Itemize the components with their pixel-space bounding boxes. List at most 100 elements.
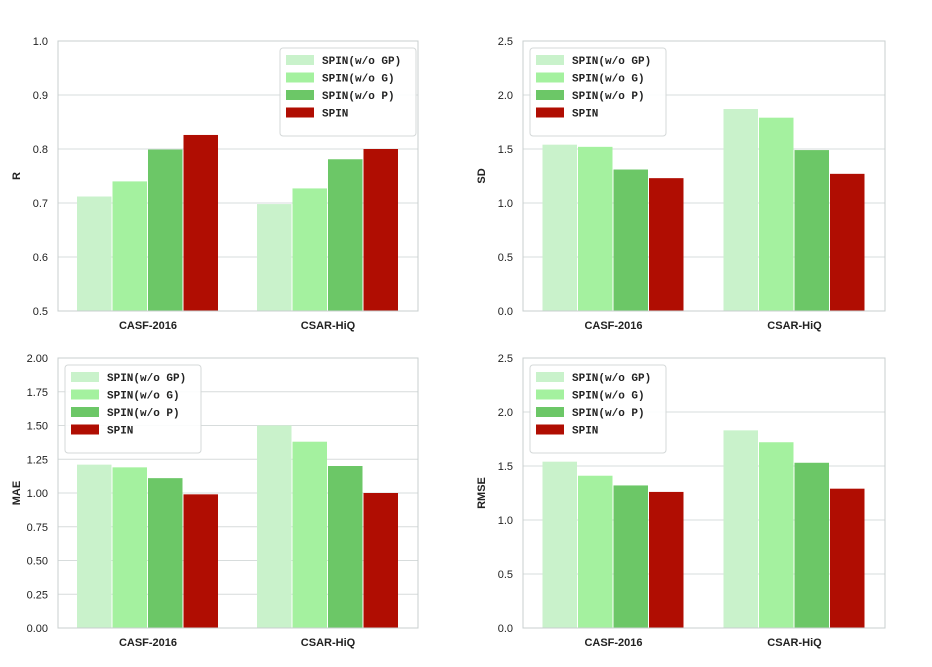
legend-swatch [286, 90, 314, 100]
legend-swatch [71, 407, 99, 417]
legend-label: SPIN(w/o GP) [572, 373, 651, 385]
x-category-label: CASF-2016 [584, 637, 642, 649]
y-tick-label: 1.25 [27, 454, 48, 466]
legend-swatch [286, 107, 314, 118]
y-tick-label: 1.00 [27, 488, 48, 500]
legend-label: SPIN [322, 109, 348, 121]
y-tick-label: 0.5 [498, 569, 513, 581]
bar-spin-w-o-gp--csar-hiq [257, 204, 292, 311]
y-tick-label: 0.7 [33, 198, 48, 210]
legend-swatch [536, 424, 564, 435]
bar-spin-w-o-p--csar-hiq [328, 159, 363, 311]
legend-swatch [286, 55, 314, 65]
bar-spin-w-o-g--casf-2016 [578, 475, 613, 628]
legend-label: SPIN(w/o P) [572, 91, 645, 103]
y-tick-label: 0.25 [27, 589, 48, 601]
bar-spin-w-o-g--csar-hiq [292, 188, 327, 311]
legend-label: SPIN [572, 109, 598, 121]
y-tick-label: 0.00 [27, 623, 48, 635]
legend-label: SPIN(w/o P) [572, 408, 645, 420]
legend-swatch [71, 389, 99, 400]
bar-spin-w-o-p--csar-hiq [328, 466, 363, 628]
legend-label: SPIN(w/o P) [107, 408, 180, 420]
bar-spin-w-o-p--csar-hiq [794, 150, 829, 311]
bar-spin-w-o-g--csar-hiq [292, 441, 327, 628]
chart-panel-sd: 0.0 0.5 1.0 1.5 2.0 2.5 CASF-2016 CSAR-HiQ SD SPI… [476, 36, 886, 332]
legend-swatch [536, 389, 564, 400]
bar-spin-w-o-gp--csar-hiq [723, 430, 758, 628]
bar-spin-casf-2016 [649, 178, 684, 311]
legend-swatch [536, 72, 564, 83]
y-axis-title: SD [476, 168, 488, 183]
bar-spin-casf-2016 [649, 491, 684, 628]
y-tick-label: 1.5 [498, 461, 513, 473]
bar-spin-casf-2016 [183, 134, 218, 311]
x-category-label: CASF-2016 [119, 637, 177, 649]
bar-spin-w-o-g--casf-2016 [112, 467, 147, 628]
legend-swatch [536, 107, 564, 118]
bar-spin-w-o-gp--csar-hiq [257, 425, 292, 628]
bar-spin-w-o-g--casf-2016 [578, 146, 613, 311]
x-category-label: CASF-2016 [584, 320, 642, 332]
y-axis-title: MAE [11, 481, 23, 505]
legend-swatch [71, 424, 99, 435]
bar-spin-w-o-g--casf-2016 [112, 181, 147, 311]
legend-label: SPIN(w/o GP) [322, 56, 401, 68]
bar-spin-csar-hiq [363, 493, 398, 628]
legend: SPIN(w/o GP) SPIN(w/o G) SPIN(w/o P) SPIN [279, 47, 417, 137]
y-tick-label: 0.50 [27, 556, 48, 568]
y-tick-label: 0.5 [33, 306, 48, 318]
legend-swatch [71, 372, 99, 382]
bar-spin-w-o-gp--casf-2016 [542, 144, 577, 311]
x-category-label: CSAR-HiQ [767, 320, 822, 332]
bar-spin-w-o-g--csar-hiq [759, 442, 794, 628]
x-category-label: CSAR-HiQ [301, 637, 356, 649]
chart-panel-r: 0.5 0.6 0.7 0.8 0.9 1.0 CASF-2016 CSAR-HiQ R SPIN… [11, 36, 419, 332]
y-axis-title: R [11, 172, 23, 180]
y-tick-label: 0.6 [33, 252, 48, 264]
bar-spin-w-o-p--csar-hiq [794, 462, 829, 628]
legend-swatch [536, 372, 564, 382]
legend-label: SPIN(w/o P) [322, 91, 395, 103]
y-tick-label: 0.75 [27, 522, 48, 534]
legend-label: SPIN(w/o GP) [572, 56, 651, 68]
y-axis-title: RMSE [476, 477, 488, 509]
legend-label: SPIN(w/o GP) [107, 373, 186, 385]
y-tick-label: 2.5 [498, 36, 513, 48]
y-tick-label: 1.0 [33, 36, 48, 48]
legend: SPIN(w/o GP) SPIN(w/o G) SPIN(w/o P) SPIN [64, 364, 202, 454]
plot-frame [57, 40, 419, 312]
legend-label: SPIN(w/o G) [572, 74, 645, 86]
bar-spin-csar-hiq [363, 149, 398, 311]
legend-swatch [286, 72, 314, 83]
x-category-label: CSAR-HiQ [767, 637, 822, 649]
bar-spin-w-o-p--casf-2016 [148, 478, 183, 628]
legend-swatch [536, 407, 564, 417]
bar-spin-csar-hiq [830, 173, 865, 311]
bar-spin-w-o-gp--csar-hiq [723, 109, 758, 311]
y-tick-label: 2.0 [498, 407, 513, 419]
x-category-label: CSAR-HiQ [301, 320, 356, 332]
y-tick-label: 1.75 [27, 387, 48, 399]
bar-spin-w-o-p--casf-2016 [613, 485, 648, 628]
x-category-label: CASF-2016 [119, 320, 177, 332]
legend-swatch [536, 90, 564, 100]
y-tick-label: 2.00 [27, 353, 48, 365]
y-tick-label: 1.0 [498, 515, 513, 527]
legend: SPIN(w/o GP) SPIN(w/o G) SPIN(w/o P) SPIN [529, 47, 667, 137]
legend-label: SPIN(w/o G) [572, 391, 645, 403]
chart-panel-rmse: 0.0 0.5 1.0 1.5 2.0 2.5 CASF-2016 CSAR-HiQ RMSE S… [476, 353, 886, 649]
y-tick-label: 0.0 [498, 306, 513, 318]
bar-spin-w-o-gp--casf-2016 [77, 196, 112, 311]
bar-spin-w-o-p--casf-2016 [613, 169, 648, 311]
chart-panel-mae: 0.00 0.25 0.50 0.75 1.00 1.25 1.50 1.75 2.00 CASF… [11, 353, 419, 649]
legend-label: SPIN(w/o G) [322, 74, 395, 86]
legend: SPIN(w/o GP) SPIN(w/o G) SPIN(w/o P) SPIN [529, 364, 667, 454]
plot-frame [522, 40, 886, 312]
y-tick-label: 1.50 [27, 421, 48, 433]
bar-spin-casf-2016 [183, 494, 218, 628]
y-tick-label: 2.0 [498, 90, 513, 102]
y-tick-label: 0.8 [33, 144, 48, 156]
y-tick-label: 0.9 [33, 90, 48, 102]
